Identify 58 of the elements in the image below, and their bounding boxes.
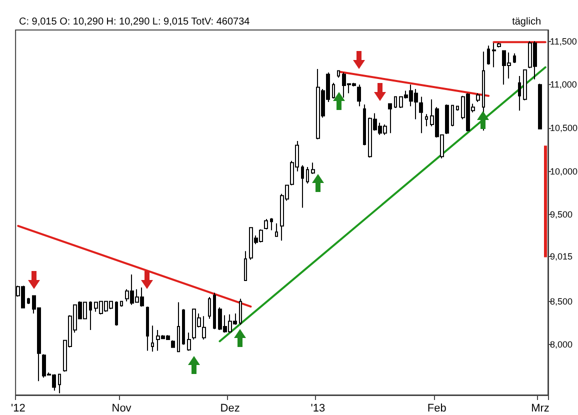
candlestick [306, 166, 309, 184]
candlestick [451, 104, 454, 127]
candlestick [177, 302, 180, 352]
y-tick-label: 8,500 [550, 296, 573, 306]
candlestick [425, 114, 428, 127]
candlestick [213, 292, 216, 330]
x-tick-label: Dez [220, 402, 240, 414]
candlestick [58, 374, 61, 394]
candlestick [311, 162, 315, 174]
x-tick-label: Feb [427, 402, 446, 414]
y-tick-label: 9,015 [550, 252, 573, 262]
candlestick [363, 104, 366, 146]
y-tick-label: 10,000 [550, 166, 578, 176]
candlestick [388, 103, 392, 134]
candlestick [487, 45, 490, 66]
candlestick [146, 306, 149, 352]
chart-subtitle: täglich [512, 16, 541, 28]
candlestick [182, 308, 185, 346]
candlestick [544, 146, 547, 258]
candlestick [394, 96, 397, 109]
candlestick [513, 52, 516, 64]
candlestick [244, 250, 247, 282]
x-tick-label: Nov [112, 402, 132, 414]
candlestick [523, 69, 527, 101]
candlestick [120, 300, 123, 308]
candlestick [187, 332, 191, 352]
candlestick [445, 104, 449, 135]
candlestick [89, 300, 92, 330]
y-tick-label: 9,500 [550, 210, 573, 220]
candlestick [27, 297, 30, 304]
candlestick [202, 316, 206, 340]
candlestick [208, 296, 211, 320]
candlestick [482, 51, 485, 132]
candlestick [275, 222, 278, 237]
x-tick-label: Mrz [531, 402, 550, 414]
candlestick [476, 92, 480, 102]
candlestick [301, 164, 304, 208]
candlestick [270, 218, 273, 231]
candlestick [419, 96, 423, 134]
y-tick-label: 11,000 [550, 80, 577, 90]
candlestick [492, 42, 496, 68]
candlestick [264, 218, 268, 230]
candlestick [337, 70, 340, 78]
chart-title: C: 9,015 O: 10,290 H: 10,290 L: 9,015 TotV: 460734 [19, 16, 250, 28]
candlestick [151, 325, 154, 352]
candlestick [332, 82, 335, 99]
y-tick-label: 8,000 [550, 340, 573, 350]
candlestick [518, 75, 521, 112]
x-tick-label: '13 [310, 402, 326, 414]
candlestick [456, 106, 459, 112]
y-tick-label: 11,500 [550, 36, 577, 46]
candlestick [357, 84, 361, 107]
candlestick [538, 83, 542, 130]
candlestick [171, 340, 175, 348]
y-tick-label: 10,500 [550, 122, 578, 133]
candlestick [239, 298, 242, 326]
x-tick-label: '12 [10, 402, 26, 414]
candlestick [115, 300, 118, 326]
